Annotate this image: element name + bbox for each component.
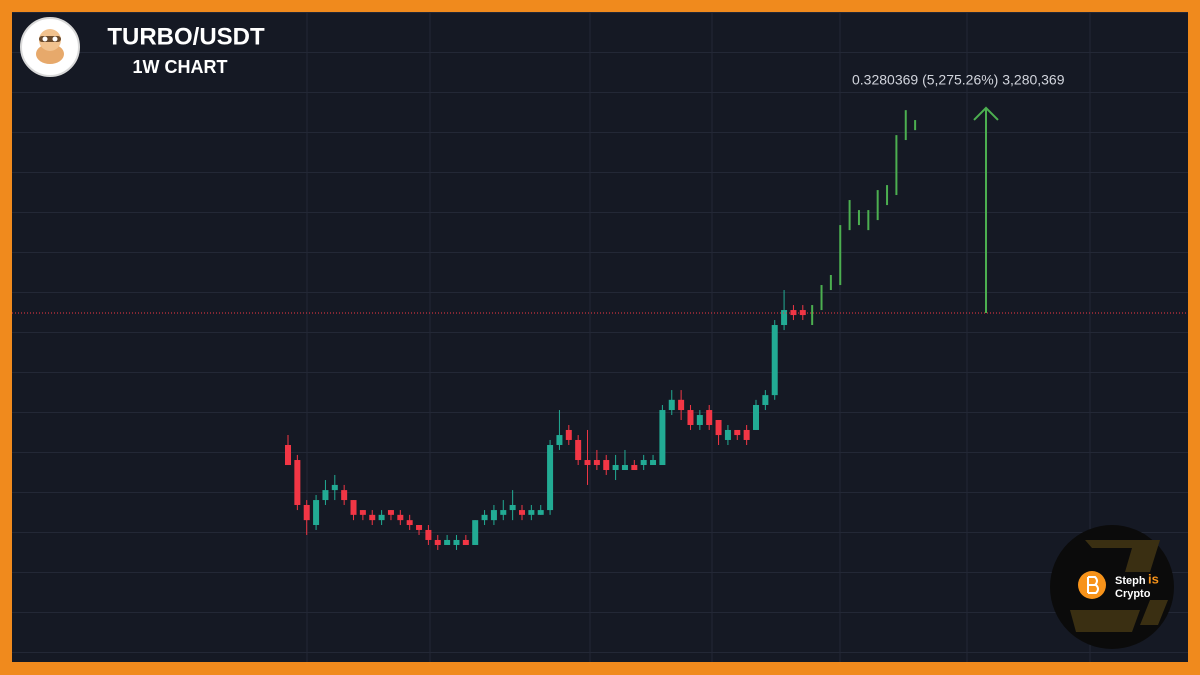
candle-body xyxy=(359,510,366,515)
candle-body xyxy=(509,504,516,511)
candle-body xyxy=(640,460,647,466)
candle-body xyxy=(453,539,460,545)
candle-body xyxy=(331,484,338,491)
candle-body xyxy=(612,465,619,471)
candle-body xyxy=(322,490,329,501)
candle-body xyxy=(668,399,675,411)
candle-body xyxy=(369,514,376,521)
candle-body xyxy=(285,444,291,466)
candle-body xyxy=(621,465,628,471)
candle-body xyxy=(687,410,694,426)
candle-body xyxy=(425,529,432,540)
candle-body xyxy=(575,439,582,461)
candle-body xyxy=(341,490,348,501)
candle-body xyxy=(565,429,572,440)
candle-body xyxy=(771,325,778,396)
candle-body xyxy=(734,429,741,436)
chart-subtitle: 1W CHART xyxy=(133,57,228,77)
candle-body xyxy=(790,310,797,316)
candle-body xyxy=(799,310,806,316)
candle-body xyxy=(406,520,413,525)
candle-body xyxy=(472,520,479,545)
candle-body xyxy=(715,419,722,436)
measure-label: 0.3280369 (5,275.26%) 3,280,369 xyxy=(852,72,1065,88)
candle-body xyxy=(303,504,310,521)
chart-title: TURBO/USDT xyxy=(107,23,265,50)
candle-body xyxy=(294,460,301,505)
candle-body xyxy=(556,435,563,445)
candle-body xyxy=(490,510,497,521)
measure-arrowhead xyxy=(973,106,999,121)
candle-body xyxy=(603,460,610,471)
candle-body xyxy=(696,415,703,426)
candle-body xyxy=(631,465,638,471)
marks xyxy=(12,106,1188,550)
coin-logo xyxy=(20,17,80,77)
candle-body xyxy=(481,514,488,521)
candle-body xyxy=(416,524,423,530)
candle-body xyxy=(519,510,525,515)
candle-body xyxy=(706,410,713,426)
candle-body xyxy=(350,500,357,515)
brand-name: Crypto xyxy=(1115,588,1151,600)
brand-logo xyxy=(1050,525,1174,649)
candle-body xyxy=(659,410,666,466)
candle-body xyxy=(781,310,788,326)
candle-body xyxy=(547,444,554,511)
candle-body xyxy=(434,539,441,545)
candle-body xyxy=(762,395,769,405)
brand-name: is xyxy=(1148,571,1159,586)
candle-body xyxy=(537,510,544,515)
candle-body xyxy=(753,404,759,430)
candle-body xyxy=(397,514,404,521)
candle-body xyxy=(528,510,535,515)
candle-body xyxy=(743,429,750,440)
candle-body xyxy=(313,500,320,525)
candle-body xyxy=(378,514,385,521)
candle-body xyxy=(650,460,657,466)
candle-body xyxy=(387,510,394,515)
candle-body xyxy=(678,399,685,411)
candle-body xyxy=(584,460,591,466)
candle-body xyxy=(593,460,600,466)
grid-horizontal xyxy=(12,12,1188,662)
candle-body xyxy=(444,539,451,545)
brand-name: Steph xyxy=(1115,575,1146,587)
candle-body xyxy=(462,539,469,545)
candle-body xyxy=(500,510,507,515)
candle-body xyxy=(724,429,731,440)
